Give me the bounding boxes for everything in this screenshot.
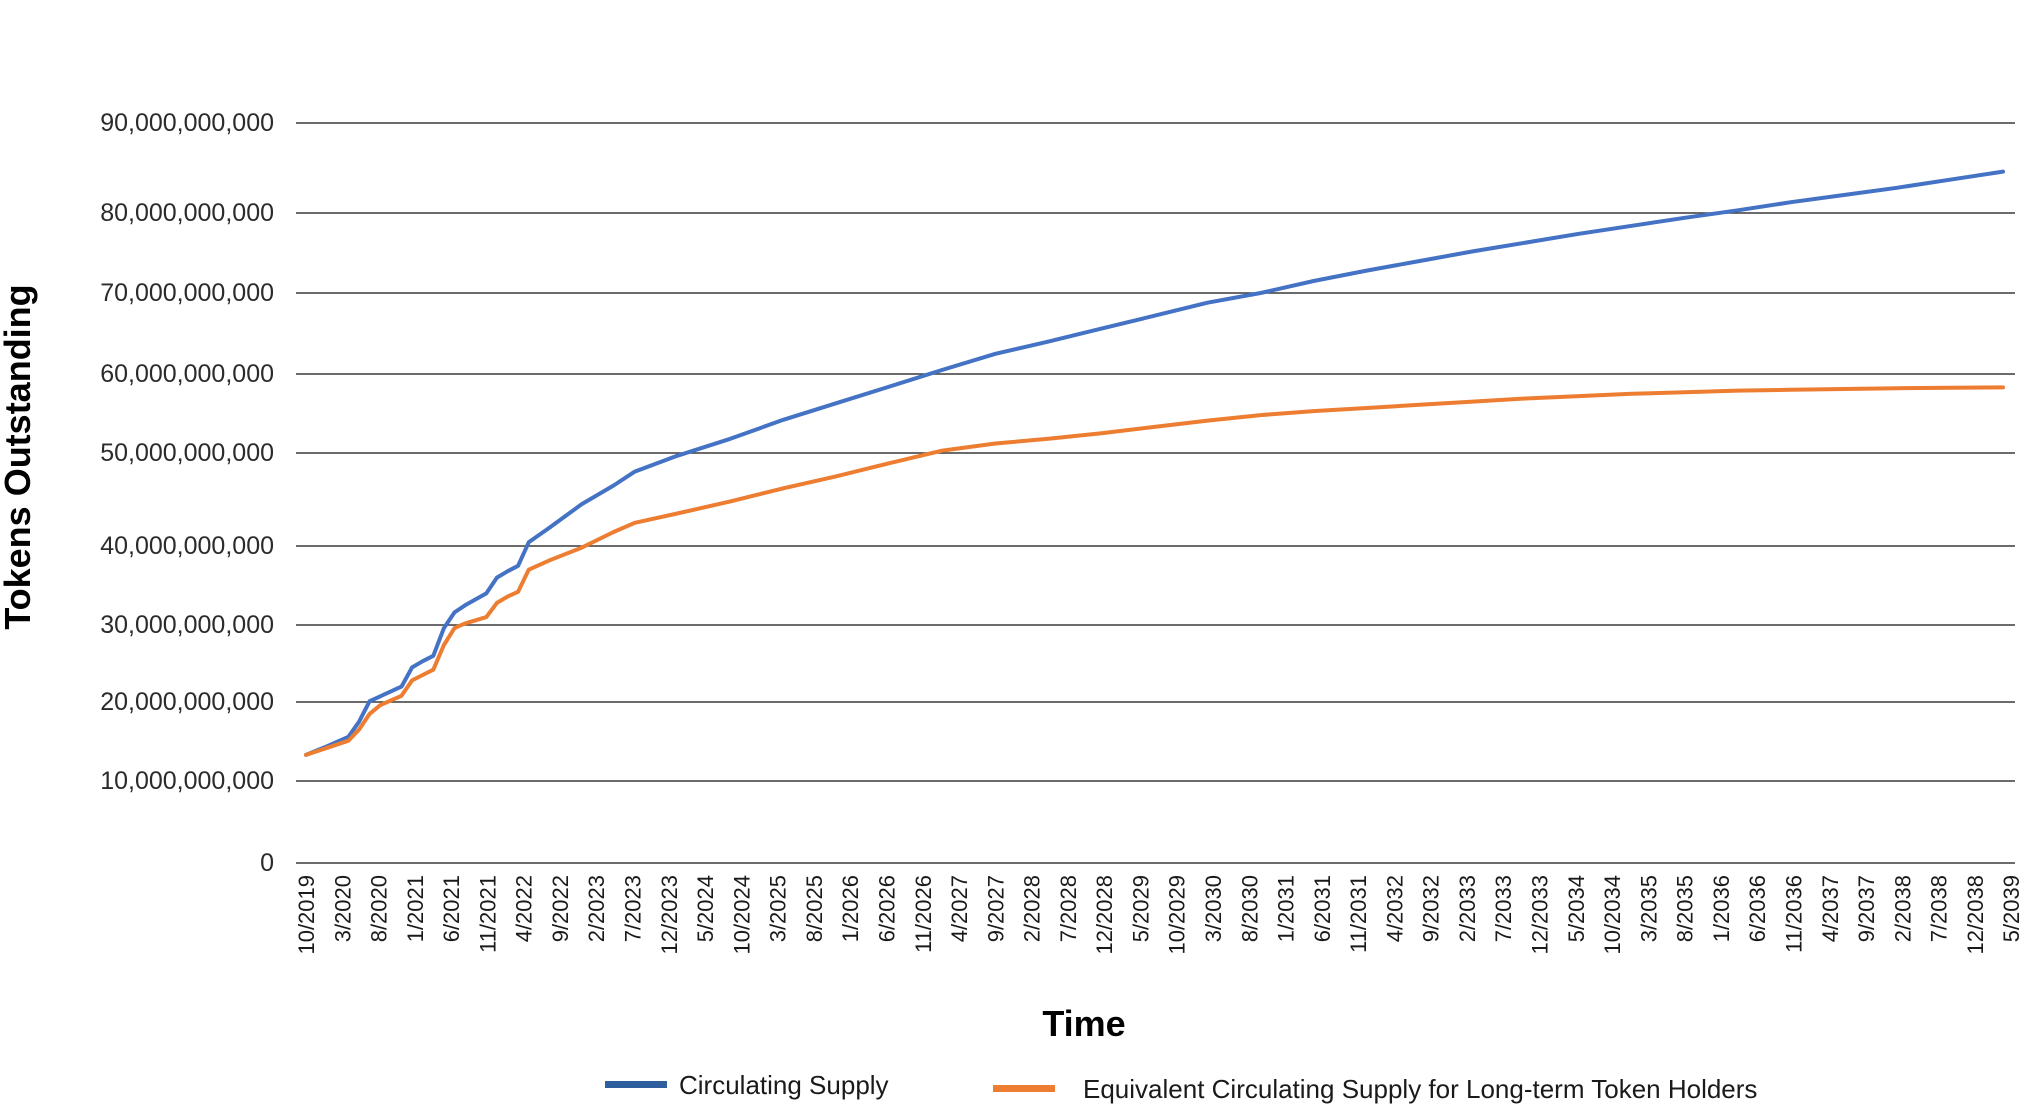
x-tick-label: 5/2039 [1999, 875, 2023, 942]
legend-label-circulating-supply: Circulating Supply [679, 1070, 889, 1100]
series-lines [304, 169, 2005, 757]
legend-swatch-circulating-supply [605, 1081, 667, 1088]
x-tick-label: 11/2031 [1346, 875, 1371, 953]
y-tick-label: 60,000,000,000 [100, 360, 274, 388]
x-tick-label: 6/2026 [874, 875, 899, 942]
x-tick-label: 8/2035 [1673, 875, 1698, 942]
x-tick-label: 11/2026 [911, 875, 936, 953]
x-tick-label: 11/2036 [1781, 875, 1806, 953]
legend-swatch-long-term-holders [993, 1085, 1055, 1092]
x-tick-label: 10/2019 [294, 875, 319, 955]
y-tick-label: 70,000,000,000 [100, 279, 274, 307]
x-tick-label: 4/2037 [1818, 875, 1843, 942]
legend-label-long-term-holders: Equivalent Circulating Supply for Long-t… [1083, 1074, 1757, 1104]
series-line-circulating-supply [304, 169, 2005, 757]
x-tick-label: 10/2024 [729, 875, 754, 955]
x-tick-label: 1/2031 [1274, 875, 1299, 942]
x-tick-label: 7/2038 [1927, 875, 1952, 942]
x-tick-label: 6/2031 [1310, 875, 1335, 942]
y-axis-title: Tokens Outstanding [0, 284, 38, 629]
y-tick-label: 10,000,000,000 [100, 767, 274, 795]
x-tick-label: 4/2027 [947, 875, 972, 942]
y-tick-label: 30,000,000,000 [100, 611, 274, 639]
x-tick-label: 1/2026 [838, 875, 863, 942]
x-tick-label: 4/2032 [1382, 875, 1407, 942]
y-tick-label: 20,000,000,000 [100, 688, 274, 716]
x-axis-tick-labels: 10/2019 3/2020 8/2020 1/2021 6/2021 11/2021 4/… [294, 875, 2023, 955]
x-tick-label: 1/2021 [403, 875, 428, 942]
x-tick-label: 10/2034 [1600, 875, 1625, 955]
x-tick-label: 5/2024 [693, 875, 718, 942]
x-tick-label: 8/2020 [367, 875, 392, 942]
x-tick-label: 7/2023 [621, 875, 646, 942]
x-tick-label: 12/2028 [1092, 875, 1117, 955]
x-tick-label: 12/2038 [1963, 875, 1988, 955]
x-tick-label: 3/2030 [1201, 875, 1226, 942]
x-tick-label: 1/2036 [1709, 875, 1734, 942]
y-tick-label: 0 [260, 849, 274, 877]
x-tick-label: 3/2025 [766, 875, 791, 942]
gridlines [296, 122, 2015, 864]
y-tick-label: 40,000,000,000 [100, 532, 274, 560]
x-tick-label: 2/2033 [1455, 875, 1480, 942]
y-axis-tick-labels: 0 10,000,000,000 20,000,000,000 30,000,000,… [100, 109, 274, 877]
x-tick-label: 6/2036 [1745, 875, 1770, 942]
x-tick-label: 11/2021 [475, 875, 500, 953]
x-tick-label: 7/2033 [1491, 875, 1516, 942]
y-tick-label: 80,000,000,000 [100, 199, 274, 227]
x-tick-label: 2/2023 [584, 875, 609, 942]
x-tick-label: 6/2021 [439, 875, 464, 942]
x-tick-label: 8/2030 [1237, 875, 1262, 942]
x-tick-label: 4/2022 [512, 875, 537, 942]
series-line-long-term-holders [304, 385, 2005, 757]
x-tick-label: 9/2032 [1419, 875, 1444, 942]
x-tick-label: 3/2020 [330, 875, 355, 942]
x-tick-label: 12/2023 [657, 875, 682, 955]
x-tick-label: 3/2035 [1636, 875, 1661, 942]
x-axis-title: Time [1042, 1003, 1125, 1044]
y-tick-label: 90,000,000,000 [100, 109, 274, 137]
x-tick-label: 5/2029 [1128, 875, 1153, 942]
x-tick-label: 5/2034 [1564, 875, 1589, 942]
y-tick-label: 50,000,000,000 [100, 439, 274, 467]
x-tick-label: 8/2025 [802, 875, 827, 942]
x-tick-label: 10/2029 [1165, 875, 1190, 955]
x-tick-label: 12/2033 [1528, 875, 1553, 955]
x-tick-label: 9/2037 [1854, 875, 1879, 942]
x-tick-label: 9/2027 [983, 875, 1008, 942]
x-tick-label: 9/2022 [548, 875, 573, 942]
x-tick-label: 2/2028 [1020, 875, 1045, 942]
x-tick-label: 7/2028 [1056, 875, 1081, 942]
legend: Circulating Supply Equivalent Circulatin… [605, 1070, 1757, 1104]
x-tick-label: 2/2038 [1890, 875, 1915, 942]
